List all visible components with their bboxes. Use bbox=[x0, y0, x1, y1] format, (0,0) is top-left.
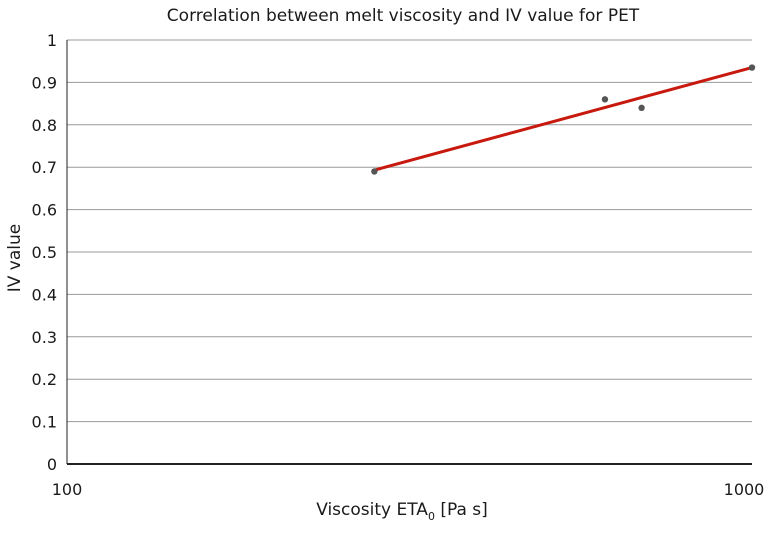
y-axis-label: IV value bbox=[5, 224, 25, 292]
x-tick-label: 1000 bbox=[724, 480, 765, 499]
y-tick-label: 0.6 bbox=[32, 201, 57, 220]
y-tick-label: 1 bbox=[47, 31, 57, 50]
trendline-series bbox=[373, 66, 753, 172]
data-point bbox=[601, 96, 609, 103]
chart-title: Correlation between melt viscosity and I… bbox=[167, 6, 640, 26]
x-tick-label: 100 bbox=[52, 480, 83, 499]
data-point bbox=[371, 168, 378, 175]
y-tick-labels: 0 0.1 0.2 0.3 0.4 0.5 0.6 0.7 0.8 0.9 1 bbox=[32, 31, 57, 474]
x-axis-label-unit: [Pa s] bbox=[435, 500, 488, 520]
axes bbox=[66, 40, 752, 465]
y-tick-label: 0.1 bbox=[32, 413, 57, 432]
data-point bbox=[748, 64, 756, 71]
y-tick-label: 0.9 bbox=[32, 73, 57, 92]
x-axis-label: Viscosity ETA0 [Pa s] bbox=[316, 500, 488, 523]
y-tick-label: 0.5 bbox=[32, 243, 57, 262]
trendline bbox=[373, 66, 753, 172]
x-axis-label-main: Viscosity ETA bbox=[316, 500, 428, 520]
y-tick-label: 0.4 bbox=[32, 285, 57, 304]
scatter-series bbox=[371, 64, 756, 175]
x-tick-labels: 100 1000 bbox=[52, 480, 765, 499]
x-axis-label-subscript: 0 bbox=[428, 510, 435, 523]
y-tick-label: 0.2 bbox=[32, 370, 57, 389]
y-tick-label: 0 bbox=[47, 455, 57, 474]
y-tick-label: 0.3 bbox=[32, 328, 57, 347]
y-tick-label: 0.8 bbox=[32, 116, 57, 135]
gridlines bbox=[67, 39, 752, 423]
data-point bbox=[638, 104, 645, 112]
y-tick-label: 0.7 bbox=[32, 158, 57, 177]
